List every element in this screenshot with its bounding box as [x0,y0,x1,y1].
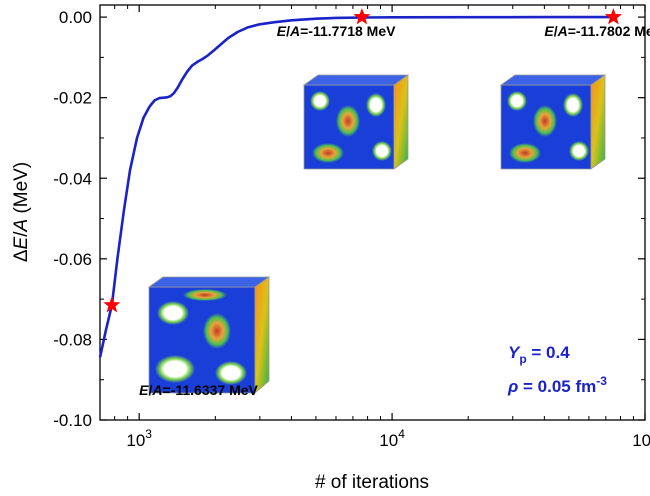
x-axis-ticks: 103 104 105 [99,5,650,450]
y-tick-label: -0.02 [53,89,92,108]
marker-layer [103,8,622,313]
param-yp: Yp = 0.4 [508,343,570,366]
y-tick-label: 0.00 [59,8,92,27]
structure-image-final [499,74,607,170]
star-marker [604,8,622,25]
y-tick-label: -0.08 [53,330,92,349]
star-marker [353,8,371,25]
energy-annotation: E/A=-11.7718 MeV [277,23,396,39]
y-tick-label: -0.10 [53,411,92,430]
param-rho: ρ = 0.05 fm-3 [507,374,607,396]
x-tick-label: 105 [632,427,650,450]
y-tick-label: -0.04 [53,169,92,188]
y-tick-label: -0.06 [53,250,92,269]
y-axis-ticks: 0.00 -0.02 -0.04 -0.06 -0.08 -0.10 [53,8,645,430]
plot-frame [99,4,646,421]
x-tick-label: 104 [379,427,405,450]
annotation-layer: E/A=-11.6337 MeV E/A=-11.7718 MeV E/A=-11.… [139,23,650,398]
energy-annotation: E/A=-11.7802 MeV [544,23,650,39]
series-line-0 [98,15,614,358]
structure-image-initial [147,276,271,394]
y-axis-title: ΔE/A (MeV) [11,162,32,262]
star-marker [103,296,121,313]
energy-annotation: E/A=-11.6337 MeV [139,382,258,398]
x-tick-label: 103 [126,427,152,450]
structure-image-middle [302,74,410,170]
series-layer [98,15,614,358]
x-axis-title: # of iterations [315,472,429,493]
